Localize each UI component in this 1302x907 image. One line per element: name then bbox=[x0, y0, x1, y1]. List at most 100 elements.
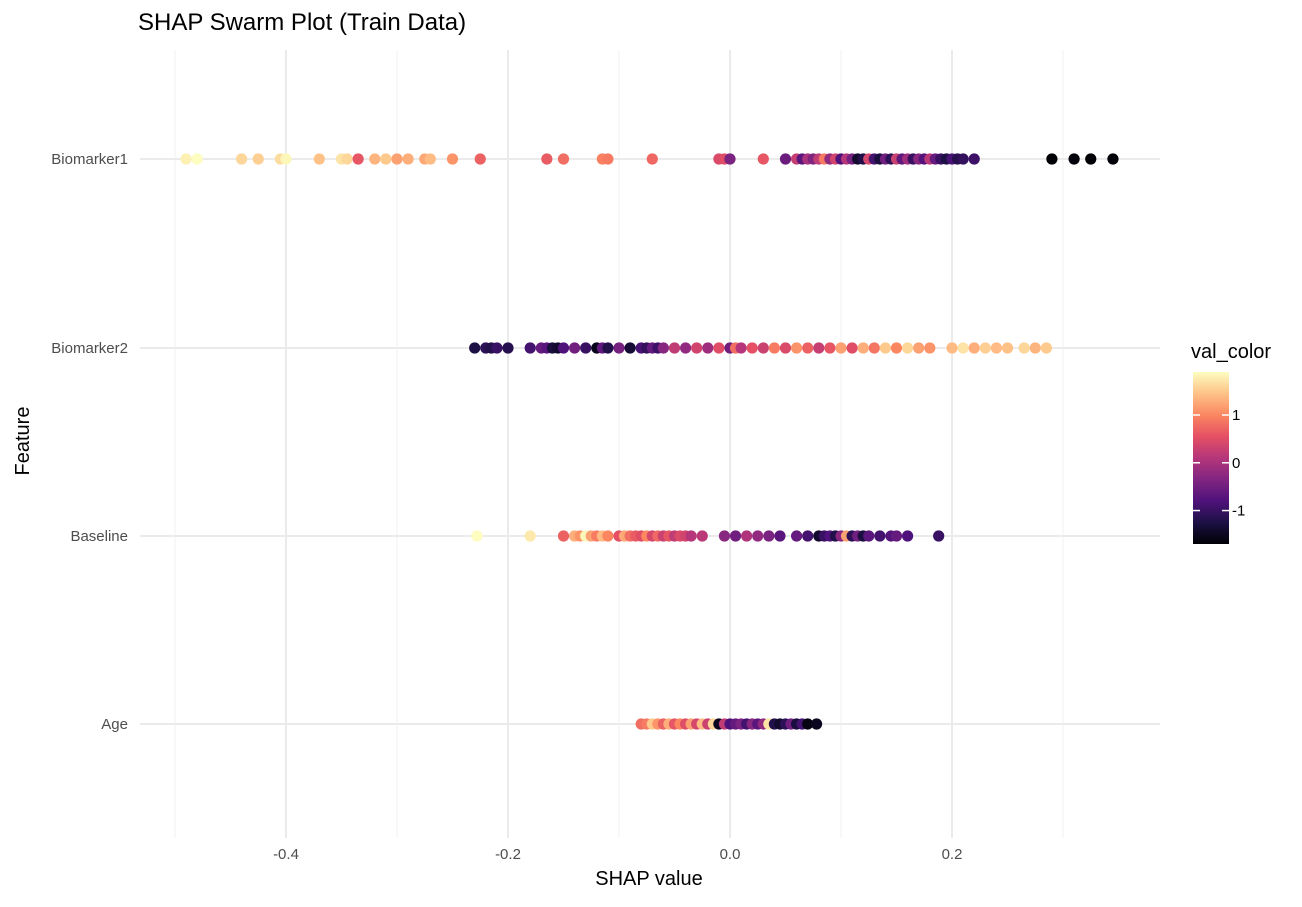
shap-point bbox=[735, 342, 747, 354]
legend-tick-label: 0 bbox=[1232, 455, 1240, 472]
y-tick-label: Age bbox=[101, 716, 128, 733]
shap-point bbox=[580, 342, 592, 354]
shap-point bbox=[191, 153, 203, 165]
shap-point bbox=[524, 342, 536, 354]
shap-point bbox=[391, 153, 403, 165]
shap-point bbox=[791, 530, 803, 542]
shap-point bbox=[541, 153, 553, 165]
shap-point bbox=[1046, 153, 1058, 165]
shap-point bbox=[471, 530, 483, 542]
shap-point bbox=[1068, 153, 1080, 165]
shap-point bbox=[802, 342, 814, 354]
shap-point bbox=[1085, 153, 1097, 165]
shap-point bbox=[863, 530, 875, 542]
shap-point bbox=[402, 153, 414, 165]
shap-point bbox=[779, 342, 792, 354]
shap-point bbox=[763, 530, 775, 542]
shap-point bbox=[236, 153, 248, 165]
shap-point bbox=[824, 342, 836, 354]
shap-point bbox=[341, 153, 353, 165]
shap-point bbox=[657, 342, 670, 354]
shap-point bbox=[968, 153, 980, 165]
shap-point bbox=[757, 342, 769, 354]
shap-point bbox=[746, 342, 758, 354]
shap-point bbox=[557, 530, 570, 542]
chart-title: SHAP Swarm Plot (Train Data) bbox=[138, 9, 466, 36]
shap-point bbox=[835, 342, 847, 354]
shap-point bbox=[946, 342, 958, 354]
x-tick-label: 0.0 bbox=[720, 846, 741, 863]
shap-point bbox=[791, 342, 803, 354]
shap-point bbox=[1040, 342, 1052, 354]
shap-point bbox=[718, 530, 731, 542]
shap-point bbox=[369, 153, 381, 165]
shap-point bbox=[968, 342, 980, 354]
shap-point bbox=[752, 530, 764, 542]
shap-point bbox=[741, 530, 753, 542]
shap-point bbox=[602, 530, 614, 542]
shap-point bbox=[979, 342, 991, 354]
y-axis-title: Feature bbox=[12, 407, 34, 476]
shap-point bbox=[913, 342, 925, 354]
shap-point bbox=[646, 153, 658, 165]
shap-point bbox=[957, 342, 969, 354]
shap-point bbox=[696, 530, 708, 542]
shap-point bbox=[469, 342, 481, 354]
shap-point bbox=[774, 530, 786, 542]
x-axis-title: SHAP value bbox=[595, 868, 702, 890]
shap-point bbox=[768, 342, 781, 354]
shap-point bbox=[352, 153, 364, 165]
shap-point bbox=[868, 342, 880, 354]
shap-point bbox=[446, 153, 459, 165]
shap-point bbox=[1029, 342, 1041, 354]
shap-point bbox=[857, 342, 869, 354]
x-tick-label: -0.4 bbox=[273, 846, 299, 863]
shap-point bbox=[557, 342, 570, 354]
shap-point bbox=[879, 342, 892, 354]
shap-point bbox=[624, 342, 636, 354]
x-tick-label: 0.2 bbox=[942, 846, 963, 863]
shap-point bbox=[890, 342, 903, 354]
legend-colorbar bbox=[1193, 372, 1229, 544]
shap-point bbox=[380, 153, 392, 165]
shap-point bbox=[424, 153, 436, 165]
shap-point bbox=[569, 342, 581, 354]
shap-point bbox=[957, 153, 969, 165]
shap-point bbox=[757, 153, 769, 165]
shap-point bbox=[180, 153, 192, 165]
shap-point bbox=[602, 342, 614, 354]
shap-point bbox=[779, 153, 792, 165]
legend-tick-label: -1 bbox=[1232, 503, 1245, 520]
shap-point bbox=[802, 530, 814, 542]
shap-point bbox=[846, 342, 858, 354]
shap-point bbox=[813, 342, 825, 354]
shap-point bbox=[713, 342, 725, 354]
shap-point bbox=[1018, 342, 1030, 354]
shap-point bbox=[902, 530, 914, 542]
y-tick-label: Baseline bbox=[70, 528, 128, 545]
axis-layer: -0.4 -0.2 0.0 0.2 Biomarker1 Biomarker2 Baseli… bbox=[51, 151, 962, 863]
shap-point bbox=[502, 342, 514, 354]
shap-point bbox=[252, 153, 264, 165]
shap-point bbox=[491, 342, 503, 354]
shap-point bbox=[613, 342, 625, 354]
legend-title: val_color bbox=[1191, 341, 1271, 363]
shap-point bbox=[890, 530, 903, 542]
shap-point bbox=[313, 153, 325, 165]
shap-point bbox=[990, 342, 1003, 354]
shap-point bbox=[557, 153, 570, 165]
shap-point bbox=[280, 153, 292, 165]
shap-point bbox=[680, 342, 692, 354]
y-tick-label: Biomarker2 bbox=[51, 340, 128, 357]
points-layer bbox=[180, 153, 1119, 730]
legend: val_color 1 0 -1 bbox=[1191, 341, 1271, 544]
shap-point bbox=[933, 530, 945, 542]
shap-point bbox=[724, 153, 736, 165]
shap-point bbox=[602, 153, 614, 165]
shap-point bbox=[524, 530, 536, 542]
shap-point bbox=[902, 342, 914, 354]
shap-point bbox=[691, 342, 703, 354]
x-tick-label: -0.2 bbox=[495, 846, 521, 863]
